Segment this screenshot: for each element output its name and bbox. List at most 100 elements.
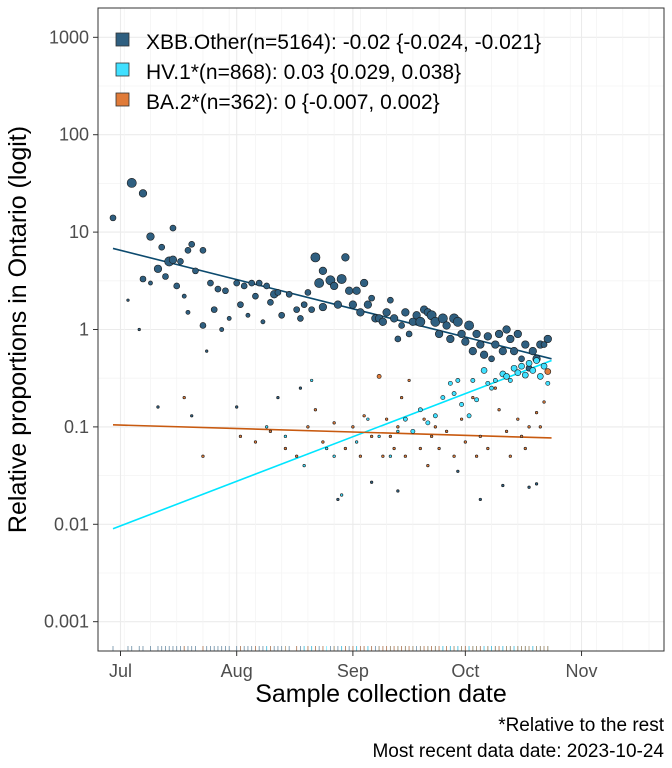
data-point — [190, 414, 194, 418]
data-point — [370, 480, 374, 484]
data-point — [278, 311, 285, 319]
data-point — [451, 391, 457, 396]
data-point — [508, 454, 512, 458]
trend-line — [112, 424, 552, 439]
data-point — [510, 364, 518, 372]
data-point — [169, 224, 177, 232]
data-point — [433, 425, 437, 429]
legend-label: HV.1*(n=868): 0.03 {0.029, 0.038} — [146, 61, 461, 84]
data-point — [210, 306, 218, 313]
data-point — [442, 321, 451, 330]
data-point — [415, 316, 426, 327]
data-point — [432, 413, 438, 419]
data-point — [543, 334, 552, 344]
x-tick-label: Nov — [566, 661, 598, 681]
data-point — [253, 440, 258, 444]
data-point — [285, 290, 293, 298]
data-point — [173, 282, 181, 290]
data-point — [219, 327, 225, 332]
data-point — [182, 395, 186, 400]
data-point — [370, 434, 374, 438]
x-tick-label: Aug — [221, 661, 253, 681]
data-point — [248, 279, 255, 287]
data-point — [527, 485, 531, 489]
data-point — [485, 380, 491, 386]
data-point — [437, 446, 441, 451]
data-point — [356, 308, 365, 317]
data-point — [181, 293, 187, 299]
data-point — [274, 289, 282, 296]
data-point — [534, 482, 539, 486]
data-point — [492, 378, 498, 383]
data-point — [332, 421, 336, 425]
data-point — [540, 362, 548, 370]
y-tick-label: 1000 — [49, 27, 89, 47]
data-point — [444, 429, 449, 433]
x-axis-title: Sample collection date — [255, 680, 507, 708]
data-point — [310, 252, 321, 263]
data-point — [362, 414, 366, 418]
data-point — [158, 243, 166, 251]
data-point — [252, 292, 259, 300]
x-tick-label: Jul — [109, 661, 132, 681]
data-point — [542, 400, 546, 404]
data-point — [506, 334, 515, 344]
data-point — [434, 329, 444, 339]
data-point — [293, 306, 300, 313]
data-point — [348, 300, 357, 309]
data-point — [396, 489, 400, 493]
data-point — [529, 367, 537, 374]
caption-recent-date: Most recent data date: 2023-10-24 — [372, 741, 664, 762]
legend-key — [115, 32, 130, 47]
data-point — [205, 349, 209, 353]
data-point — [265, 425, 269, 429]
data-point — [387, 296, 394, 304]
data-point — [468, 347, 477, 356]
legend-key — [115, 62, 130, 77]
data-point — [153, 264, 163, 273]
data-point — [501, 483, 505, 488]
data-point — [340, 493, 344, 497]
data-point — [268, 429, 273, 433]
data-point — [201, 454, 205, 458]
data-point — [207, 279, 214, 287]
data-point — [398, 322, 405, 329]
data-point — [483, 332, 492, 341]
data-point — [457, 329, 466, 339]
data-point — [440, 395, 446, 400]
data-point — [521, 340, 530, 349]
data-point — [126, 178, 137, 188]
data-point — [237, 301, 244, 308]
data-point — [488, 355, 495, 363]
data-point — [355, 440, 359, 444]
y-tick-label: 100 — [59, 125, 89, 145]
data-points — [109, 178, 552, 502]
data-point — [302, 464, 306, 468]
data-point — [214, 285, 222, 293]
data-point — [497, 408, 501, 412]
legend-label: XBB.Other(n=5164): -0.02 {-0.024, -0.021… — [146, 31, 541, 54]
data-point — [366, 417, 370, 421]
data-point — [514, 369, 522, 377]
data-point — [471, 395, 475, 400]
y-tick-label: 0.1 — [64, 417, 89, 437]
data-point — [255, 279, 263, 287]
y-tick-label: 0.001 — [44, 612, 89, 632]
y-axis-title: Relative proportions in Ontario (logit) — [4, 126, 32, 533]
data-point — [238, 434, 243, 438]
data-point — [306, 425, 310, 429]
data-point — [459, 402, 464, 407]
data-point — [308, 306, 315, 313]
data-point — [410, 428, 416, 434]
data-point — [263, 282, 270, 290]
data-point — [474, 397, 479, 403]
data-point — [360, 278, 369, 288]
data-point — [480, 367, 488, 374]
data-point — [325, 446, 329, 451]
data-point — [479, 350, 489, 359]
data-point — [283, 446, 288, 451]
data-point — [464, 320, 474, 331]
data-point — [245, 312, 251, 318]
data-point — [461, 337, 470, 346]
data-point — [494, 329, 504, 339]
